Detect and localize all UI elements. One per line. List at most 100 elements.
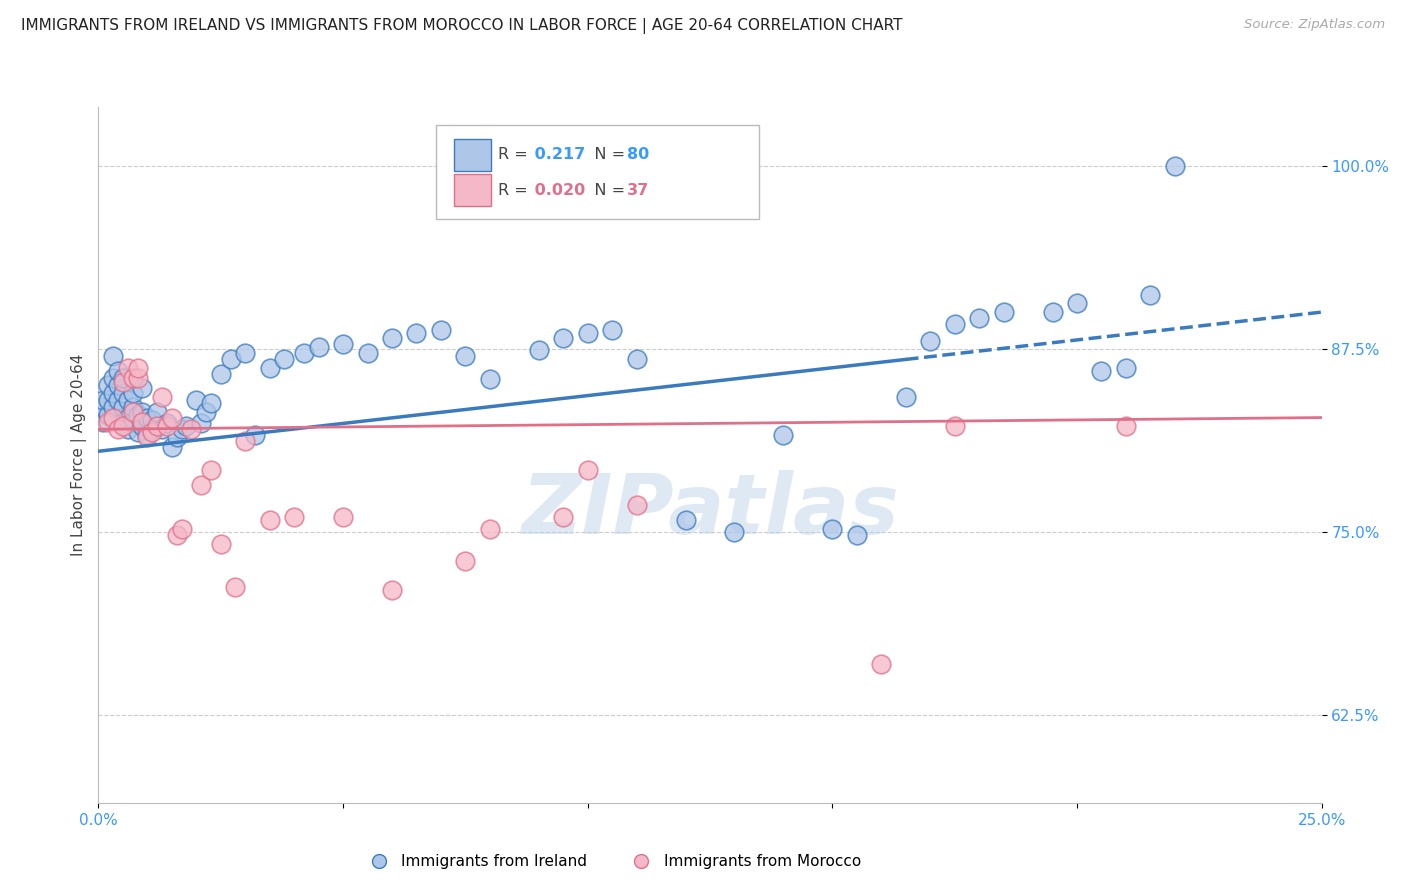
Point (190, 478, 212, 492)
Point (131, 419, 153, 434)
Point (150, 422, 173, 436)
Point (101, 385, 124, 400)
Point (478, 372, 501, 386)
Point (127, 360, 149, 375)
Point (224, 581, 246, 595)
Point (131, 415, 153, 429)
Point (127, 408, 149, 422)
Text: IMMIGRANTS FROM IRELAND VS IMMIGRANTS FROM MOROCCO IN LABOR FORCE | AGE 20-64 CO: IMMIGRANTS FROM IRELAND VS IMMIGRANTS FR… (21, 18, 903, 34)
Point (107, 378, 129, 392)
Point (381, 583, 404, 598)
Point (97, 415, 120, 429)
Point (101, 371, 124, 385)
Point (527, 343, 550, 358)
Point (1042, 305, 1064, 319)
Point (117, 410, 139, 425)
Point (180, 422, 202, 436)
Point (600, 323, 623, 337)
Point (121, 371, 143, 385)
Point (283, 510, 305, 524)
Point (259, 513, 281, 527)
Text: 0.217: 0.217 (529, 147, 585, 162)
Text: R =: R = (498, 147, 533, 162)
Point (91, 392, 114, 407)
Point (943, 317, 966, 331)
Legend: Immigrants from Ireland, Immigrants from Morocco: Immigrants from Ireland, Immigrants from… (357, 848, 868, 875)
Point (107, 364, 129, 378)
Point (186, 392, 208, 407)
Point (273, 351, 295, 366)
Point (233, 434, 256, 448)
Text: N =: N = (579, 147, 630, 162)
Point (127, 425, 149, 440)
Point (141, 425, 163, 440)
Point (131, 381, 153, 395)
Point (101, 410, 124, 425)
Point (97, 392, 120, 407)
Point (117, 422, 139, 436)
Point (209, 367, 232, 381)
Point (553, 510, 575, 524)
Point (576, 463, 599, 477)
Point (91, 401, 114, 415)
Point (894, 390, 917, 404)
Text: N =: N = (579, 183, 630, 198)
Point (111, 419, 134, 434)
Point (190, 417, 212, 431)
Point (478, 522, 501, 536)
Point (195, 405, 218, 419)
Text: 0.020: 0.020 (529, 183, 585, 198)
Point (356, 346, 378, 360)
Point (1164, 159, 1187, 173)
Point (845, 527, 868, 541)
Point (101, 401, 124, 415)
Point (967, 310, 990, 325)
Point (821, 522, 844, 536)
Text: 37: 37 (627, 183, 650, 198)
Point (723, 524, 745, 539)
Point (576, 326, 599, 340)
Point (170, 522, 193, 536)
Point (308, 340, 330, 354)
Point (675, 513, 697, 527)
Point (146, 419, 169, 434)
Point (160, 410, 183, 425)
Point (1115, 419, 1137, 434)
Point (111, 371, 134, 385)
Point (121, 401, 143, 415)
Point (101, 349, 124, 363)
Point (219, 351, 242, 366)
Point (943, 419, 966, 434)
Point (111, 385, 134, 400)
Point (141, 413, 163, 427)
Point (127, 371, 149, 385)
Point (111, 415, 134, 429)
Point (259, 360, 281, 375)
Text: 80: 80 (627, 147, 650, 162)
Point (170, 422, 193, 436)
Point (160, 440, 183, 454)
Point (121, 415, 143, 429)
Point (166, 527, 188, 541)
Point (136, 429, 159, 443)
Point (156, 419, 179, 434)
Point (156, 417, 179, 431)
Point (200, 396, 222, 410)
Point (166, 429, 188, 443)
Point (146, 405, 169, 419)
Point (117, 392, 139, 407)
Point (107, 392, 129, 407)
Point (292, 346, 315, 360)
Text: R =: R = (498, 183, 533, 198)
Point (993, 305, 1015, 319)
Point (209, 536, 232, 550)
Point (200, 463, 222, 477)
Point (1115, 360, 1137, 375)
Y-axis label: In Labor Force | Age 20-64: In Labor Force | Age 20-64 (72, 354, 87, 556)
Point (111, 401, 134, 415)
Point (772, 428, 794, 442)
Point (233, 346, 256, 360)
Text: Source: ZipAtlas.com: Source: ZipAtlas.com (1244, 18, 1385, 31)
Point (332, 510, 354, 524)
Point (136, 428, 159, 442)
